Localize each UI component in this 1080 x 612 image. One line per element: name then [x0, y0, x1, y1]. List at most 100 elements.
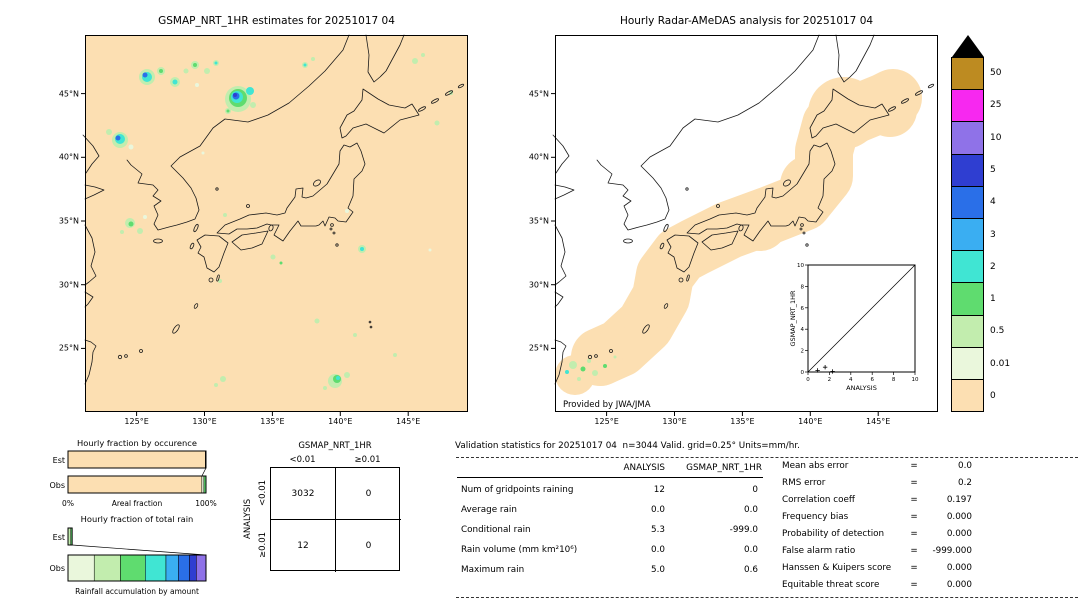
lon-tick-label: 135°E	[260, 417, 285, 426]
contingency-cell: 0	[365, 541, 372, 551]
precip-cell	[393, 353, 397, 357]
lon-tick-label: 145°E	[866, 417, 891, 426]
precip-cell	[183, 68, 189, 74]
colorbar-label: 2	[990, 261, 996, 272]
colorbar-cell	[952, 379, 983, 412]
totalrain-est-label: Est	[53, 533, 65, 542]
equals-sign: =	[910, 478, 918, 488]
precip-cell	[613, 355, 617, 359]
score-label: Probability of detection	[782, 529, 885, 539]
stats-header: Validation statistics for 20251017 04 n=…	[455, 441, 800, 451]
contingency-grid: 3032 0 12 0	[270, 467, 401, 572]
precip-cell	[336, 376, 340, 380]
coverage-blob	[555, 355, 595, 395]
bar-segment	[145, 554, 167, 582]
areal-fraction-min: 0%	[62, 499, 74, 508]
svg-text:2: 2	[801, 349, 805, 355]
coverage-blob	[808, 77, 880, 149]
colorbar-label: 1	[990, 294, 996, 305]
precip-cell	[159, 69, 163, 73]
score-value: 0.000	[946, 529, 972, 539]
precip-cell	[344, 372, 350, 378]
precip-cell	[106, 129, 112, 135]
precip-cell	[218, 279, 222, 283]
precip-cell	[311, 57, 315, 61]
stats-gsmap-value: 0	[752, 485, 758, 495]
colorbar-label: 50	[990, 68, 1002, 79]
bar-segment	[93, 554, 121, 582]
colorbar-cell	[952, 283, 983, 316]
precip-cell	[428, 248, 432, 252]
stats-row: Rain volume (mm km²10⁶) 0.0 0.0	[461, 545, 758, 555]
precip-cell	[323, 386, 327, 390]
bar-segment	[67, 450, 206, 469]
inset-ylabel: GSMAP_NRT_1HR	[789, 290, 797, 347]
stats-gsmap-value: 0.6	[744, 565, 758, 575]
colorbar-cell	[952, 251, 983, 284]
lat-tick-label: 25°N	[58, 343, 79, 353]
colorbar-label: 0.01	[990, 358, 1011, 369]
colorbar-cell	[952, 154, 983, 187]
precip-cell	[226, 109, 230, 113]
stats-gsmap-value: -999.0	[729, 525, 758, 535]
bar-segment	[196, 554, 207, 582]
stats-row-label: Conditional rain	[461, 525, 531, 535]
precip-cell	[220, 376, 226, 382]
svg-text:4: 4	[849, 377, 853, 383]
inset-diagonal	[807, 264, 916, 373]
score-label: Correlation coeff	[782, 495, 855, 505]
equals-sign: =	[910, 512, 918, 522]
stats-divider-bottom	[456, 597, 1078, 598]
score-row: False alarm ratio = -999.000	[782, 546, 972, 556]
right-map-frame	[555, 35, 938, 412]
precip-cell	[214, 61, 218, 65]
precip-cell	[353, 333, 357, 337]
areal-fraction-label: Areal fraction	[112, 499, 163, 508]
score-row: Equitable threat score = 0.000	[782, 580, 972, 590]
coverage-blob	[780, 155, 840, 215]
stats-row: Maximum rain 5.0 0.6	[461, 565, 758, 575]
bar-segment	[178, 554, 190, 582]
colorbar-label: 25	[990, 100, 1002, 111]
equals-sign: =	[910, 580, 918, 590]
bar-segment	[189, 554, 197, 582]
precip-cell	[421, 53, 425, 57]
stats-header-underline	[457, 477, 763, 478]
score-row: Mean abs error = 0.0	[782, 461, 972, 471]
precip-cell	[142, 72, 148, 78]
precip-cell	[223, 213, 227, 217]
svg-text:2: 2	[828, 377, 832, 383]
rainfall-accumulation-label: Rainfall accumulation by amount	[75, 587, 199, 596]
score-label: RMS error	[782, 478, 826, 488]
colorbar-label: 0	[990, 390, 996, 401]
lon-tick-label: 125°E	[124, 417, 149, 426]
totalrain-est-bar	[67, 527, 73, 546]
precip-cell	[115, 135, 121, 141]
stats-row: Conditional rain 5.3 -999.0	[461, 525, 758, 535]
colorbar-label: 10	[990, 132, 1002, 143]
lat-tick-label: 40°N	[58, 152, 79, 162]
precip-cell	[603, 364, 607, 368]
colorbar-overflow-arrow	[951, 35, 984, 57]
equals-sign: =	[910, 563, 918, 573]
contingency-row-group: ANALYSIS	[243, 498, 253, 540]
bar-segment	[165, 554, 179, 582]
precip-cell	[360, 247, 364, 251]
score-label: Mean abs error	[782, 461, 849, 471]
inset-points	[815, 364, 835, 374]
stats-row: Average rain 0.0 0.0	[461, 505, 758, 515]
lon-tick-label: 125°E	[594, 417, 619, 426]
score-row: Correlation coeff = 0.197	[782, 495, 972, 505]
radar-analysis-map: 0 2 4 6 8 10 0 2 4 6 8 10 ANALYSIS GSMAP…	[550, 34, 938, 417]
contingency-cell: 12	[271, 520, 336, 572]
lat-tick-label: 35°N	[58, 216, 79, 226]
svg-text:6: 6	[801, 306, 805, 312]
colorbar-label: 3	[990, 229, 996, 240]
totalrain-obs-bar	[67, 554, 207, 582]
gsmap-estimates-map	[80, 34, 468, 417]
occurrence-obs-label: Obs	[49, 481, 65, 490]
inset-scatter: 0 2 4 6 8 10 0 2 4 6 8 10 ANALYSIS GSMAP…	[789, 263, 919, 392]
score-row: Probability of detection = 0.000	[782, 529, 972, 539]
precip-cell	[577, 377, 581, 381]
colorbar-label: 5	[990, 164, 996, 175]
